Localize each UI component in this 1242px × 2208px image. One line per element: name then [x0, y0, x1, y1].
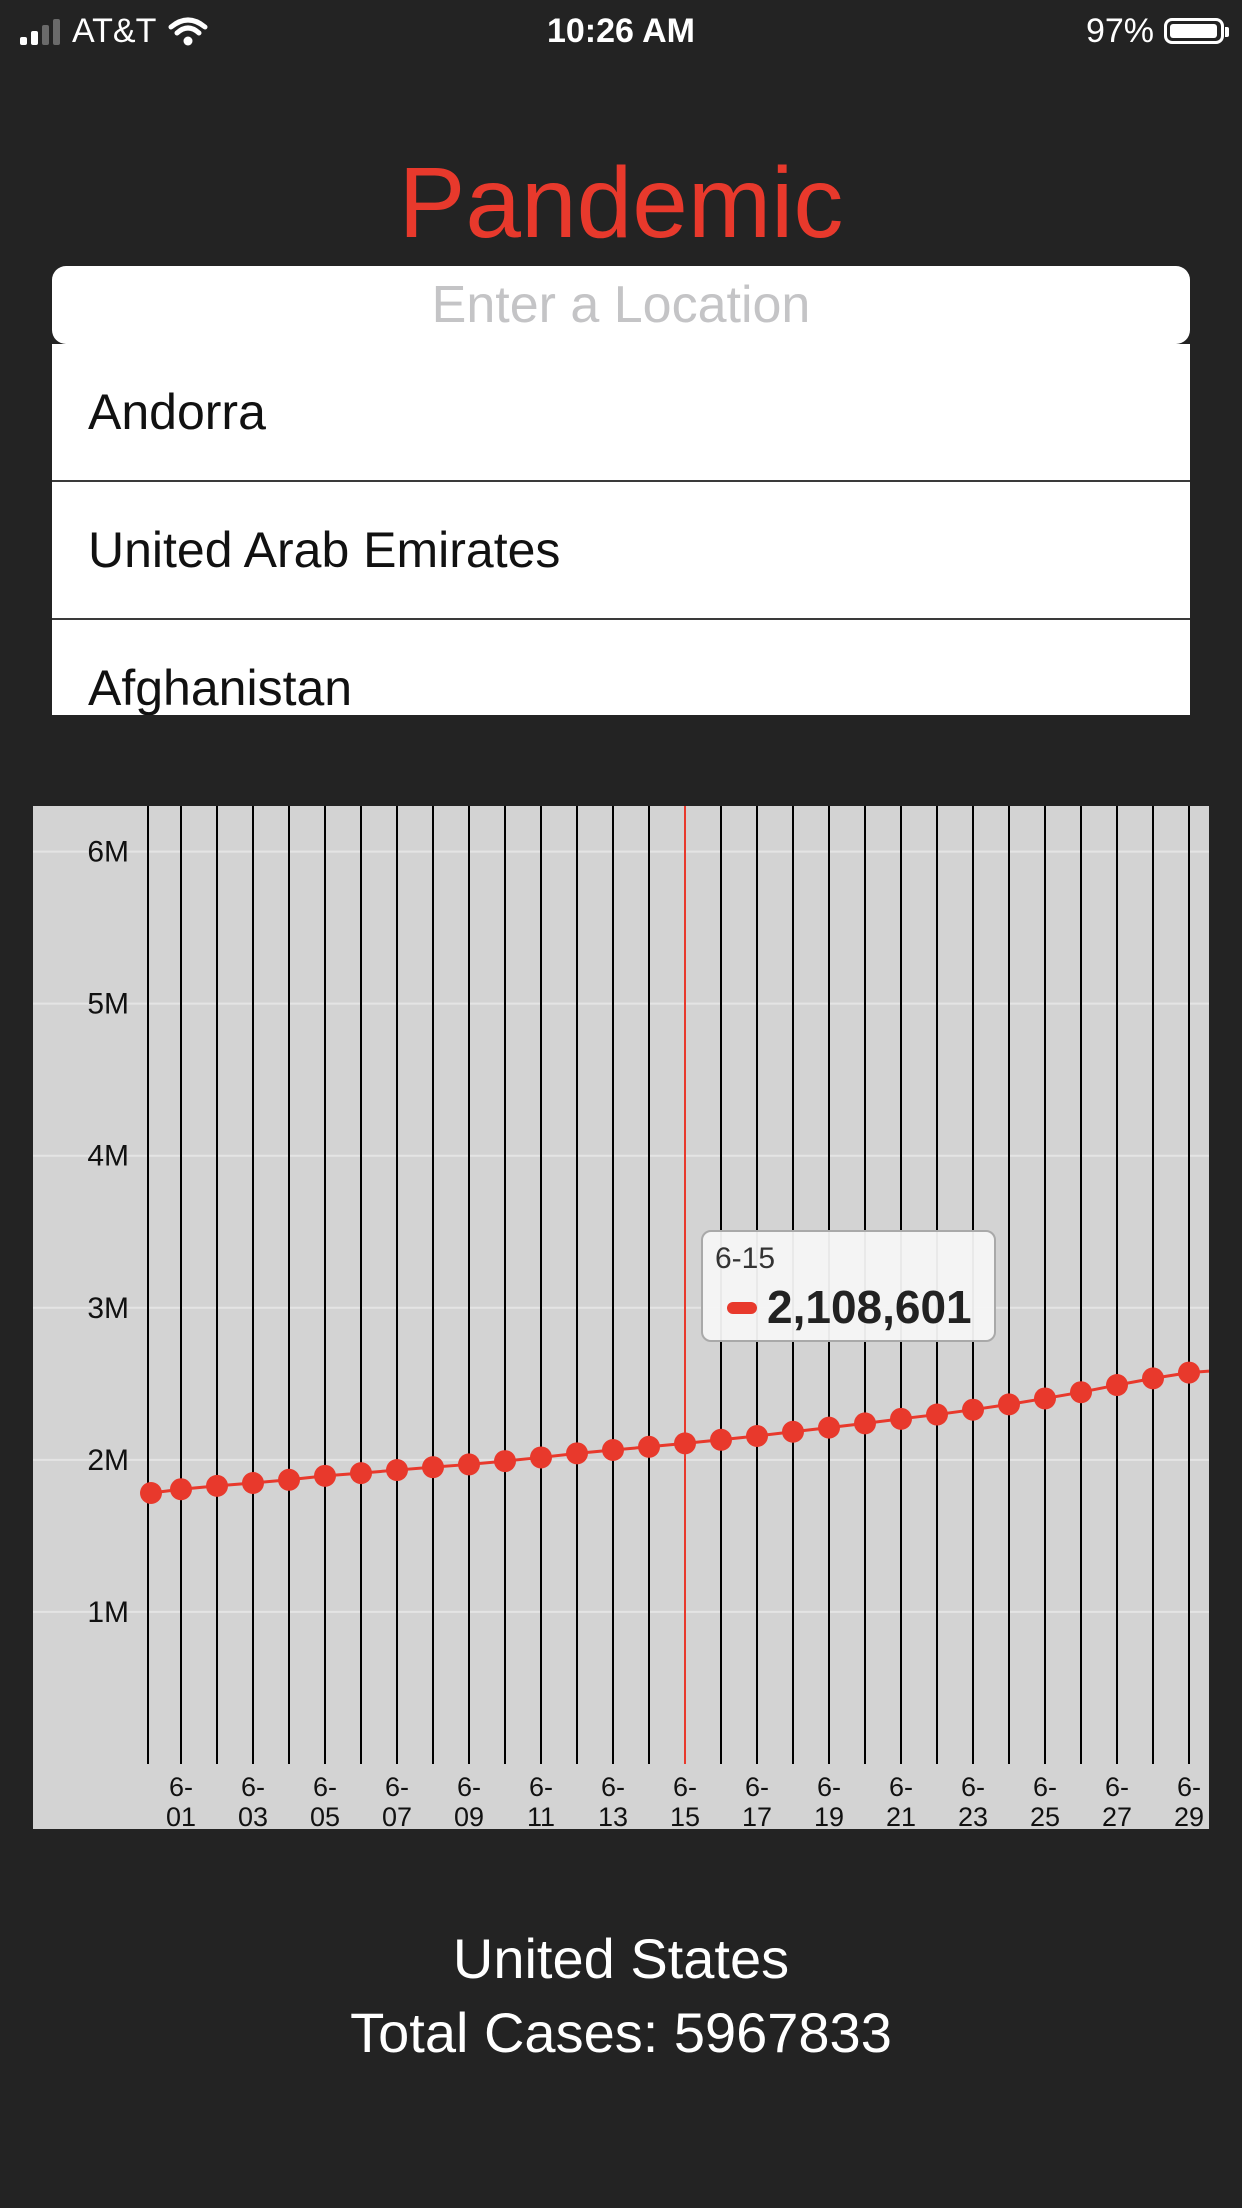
data-point [278, 1468, 300, 1491]
data-point [530, 1446, 552, 1469]
data-point [854, 1412, 876, 1435]
x-tick-label: 6- [1105, 1772, 1129, 1802]
data-point [206, 1474, 228, 1497]
data-point [962, 1398, 984, 1421]
location-suggestions-list: Andorra United Arab Emirates Afghanistan [52, 344, 1190, 715]
x-tick-label: 6- [889, 1772, 913, 1802]
data-point [1034, 1387, 1056, 1410]
data-point [818, 1416, 840, 1439]
total-cases: Total Cases: 5967833 [350, 2001, 892, 2064]
x-tick-label: 6- [1033, 1772, 1057, 1802]
tooltip-value: 2,108,601 [767, 1281, 972, 1333]
wifi-icon [168, 17, 208, 46]
data-point [1142, 1367, 1164, 1390]
data-point [566, 1442, 588, 1465]
data-point [638, 1435, 660, 1458]
data-point [314, 1464, 336, 1487]
carrier-label: AT&T [72, 11, 157, 50]
signal-icon [20, 17, 60, 45]
status-time: 10:26 AM [546, 12, 696, 50]
x-tick-label: 6- [457, 1772, 481, 1802]
x-tick-label: 03 [238, 1802, 268, 1829]
selected-country: United States [452, 1927, 790, 1990]
data-point [140, 1482, 162, 1505]
y-tick-label: 5M [87, 988, 129, 1021]
location-search-input[interactable] [52, 266, 1190, 344]
data-point [350, 1462, 372, 1485]
status-right: 97% [1085, 10, 1229, 52]
data-point [1070, 1381, 1092, 1404]
data-point [998, 1393, 1020, 1416]
status-left: AT&T [20, 10, 208, 52]
x-tick-label: 25 [1030, 1802, 1060, 1829]
data-point [602, 1438, 624, 1461]
data-point [746, 1424, 768, 1447]
data-point [242, 1471, 264, 1494]
x-tick-label: 6- [673, 1772, 697, 1802]
data-point [494, 1450, 516, 1473]
battery-icon [1164, 18, 1229, 44]
suggestion-item[interactable]: Afghanistan [52, 620, 1190, 715]
x-tick-label: 05 [310, 1802, 340, 1829]
y-tick-label: 1M [87, 1596, 129, 1629]
data-point [422, 1456, 444, 1479]
x-tick-label: 6- [385, 1772, 409, 1802]
chart-tooltip: 6-15 2,108,601 [701, 1230, 996, 1342]
x-tick-label: 6- [529, 1772, 553, 1802]
data-point [710, 1428, 732, 1451]
tooltip-date: 6-15 [715, 1242, 776, 1275]
x-tick-label: 6- [169, 1772, 193, 1802]
x-tick-label: 27 [1102, 1802, 1132, 1829]
x-tick-label: 09 [454, 1802, 484, 1829]
x-tick-label: 23 [958, 1802, 988, 1829]
data-point [890, 1407, 912, 1430]
tooltip-series-swatch [727, 1302, 757, 1314]
battery-fill [1170, 24, 1217, 38]
data-point [1106, 1374, 1128, 1397]
status-bar: AT&T 10:26 AM 97% [0, 0, 1242, 62]
cases-chart[interactable]: 1M 2M 3M 4M 5M 6M 6- 01 6- 03 6- 05 6- 07 6- 09 6- 11 6- 13… [33, 806, 1209, 1829]
x-tick-label: 07 [382, 1802, 412, 1829]
x-tick-label: 6- [961, 1772, 985, 1802]
x-tick-label: 15 [670, 1802, 700, 1829]
app-title: Pandemic [398, 147, 844, 259]
x-tick-label: 29 [1174, 1802, 1204, 1829]
x-tick-label: 17 [742, 1802, 772, 1829]
x-tick-label: 19 [814, 1802, 844, 1829]
data-point [782, 1420, 804, 1443]
battery-percent: 97% [1085, 11, 1154, 50]
x-tick-label: 6- [745, 1772, 769, 1802]
data-point [674, 1432, 696, 1455]
y-tick-label: 4M [87, 1140, 129, 1173]
data-point [1178, 1361, 1200, 1384]
x-tick-label: 11 [527, 1802, 555, 1829]
x-tick-label: 6- [1177, 1772, 1201, 1802]
suggestion-item[interactable]: United Arab Emirates [52, 482, 1190, 620]
y-tick-label: 2M [87, 1444, 129, 1477]
data-point [458, 1453, 480, 1476]
y-tick-label: 3M [87, 1292, 129, 1325]
data-point [386, 1459, 408, 1482]
x-tick-label: 21 [886, 1802, 916, 1829]
cases-chart-svg: 1M2M3M4M5M6M6-016-036-056-076-096-116-13… [33, 806, 1209, 1829]
x-tick-label: 01 [166, 1802, 196, 1829]
x-tick-label: 13 [598, 1802, 628, 1829]
y-tick-label: 6M [87, 836, 129, 869]
x-tick-label: 6- [817, 1772, 841, 1802]
data-point [926, 1403, 948, 1426]
x-tick-label: 6- [601, 1772, 625, 1802]
suggestion-item[interactable]: Andorra [52, 344, 1190, 482]
data-point [170, 1478, 192, 1501]
x-tick-label: 6- [313, 1772, 337, 1802]
x-tick-label: 6- [241, 1772, 265, 1802]
